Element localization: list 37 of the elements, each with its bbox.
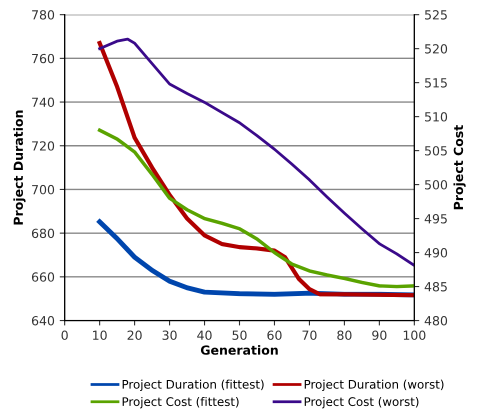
y2-tick-label: 485 — [424, 282, 447, 292]
x-tick-label: 80 — [337, 330, 352, 340]
y2-axis-title: Project Cost — [453, 125, 466, 210]
y-tick-label: 720 — [32, 141, 54, 151]
x-tick-label: 70 — [302, 330, 317, 340]
y2-tick-label: 515 — [425, 78, 447, 88]
x-tick-label: 100 — [404, 330, 426, 340]
y-tick-label: 680 — [32, 228, 54, 238]
y-axis-title: Project Duration — [13, 110, 26, 224]
x-tick-label: 40 — [197, 330, 212, 340]
legend-label: Project Duration (fittest) — [122, 380, 264, 392]
legend-label: Project Duration (worst) — [304, 380, 444, 392]
y2-tick-label: 510 — [425, 112, 448, 122]
x-tick-label: 0 — [62, 330, 68, 340]
y2-tick-label: 500 — [425, 180, 448, 190]
line-series — [98, 128, 414, 288]
y2-tick-label: 490 — [424, 248, 448, 258]
y-tick-label: 660 — [32, 272, 54, 282]
x-tick-label: 10 — [93, 330, 107, 340]
x-tick-label: 30 — [162, 330, 177, 340]
x-tick-label: 20 — [128, 330, 142, 340]
y2-tick-label: 505 — [425, 146, 447, 156]
x-tick-label: 90 — [372, 330, 386, 340]
y-tick-label: 760 — [32, 54, 54, 64]
y2-tick-label: 525 — [425, 10, 447, 20]
legend-label: Project Cost (fittest) — [122, 396, 239, 408]
y-tick-label: 740 — [32, 98, 54, 107]
y-tick-label: 700 — [32, 184, 54, 194]
y2-tick-label: 520 — [425, 44, 448, 54]
x-tick-label: 60 — [267, 330, 282, 340]
y-tick-label: 640 — [32, 316, 54, 326]
x-axis-title: Generation — [200, 345, 278, 355]
y2-tick-label: 480 — [424, 316, 448, 326]
y-tick-label: 780 — [32, 10, 54, 20]
y2-tick-label: 495 — [424, 214, 447, 224]
legend-label: Project Cost (worst) — [304, 396, 418, 408]
x-tick-label: 50 — [232, 330, 247, 340]
